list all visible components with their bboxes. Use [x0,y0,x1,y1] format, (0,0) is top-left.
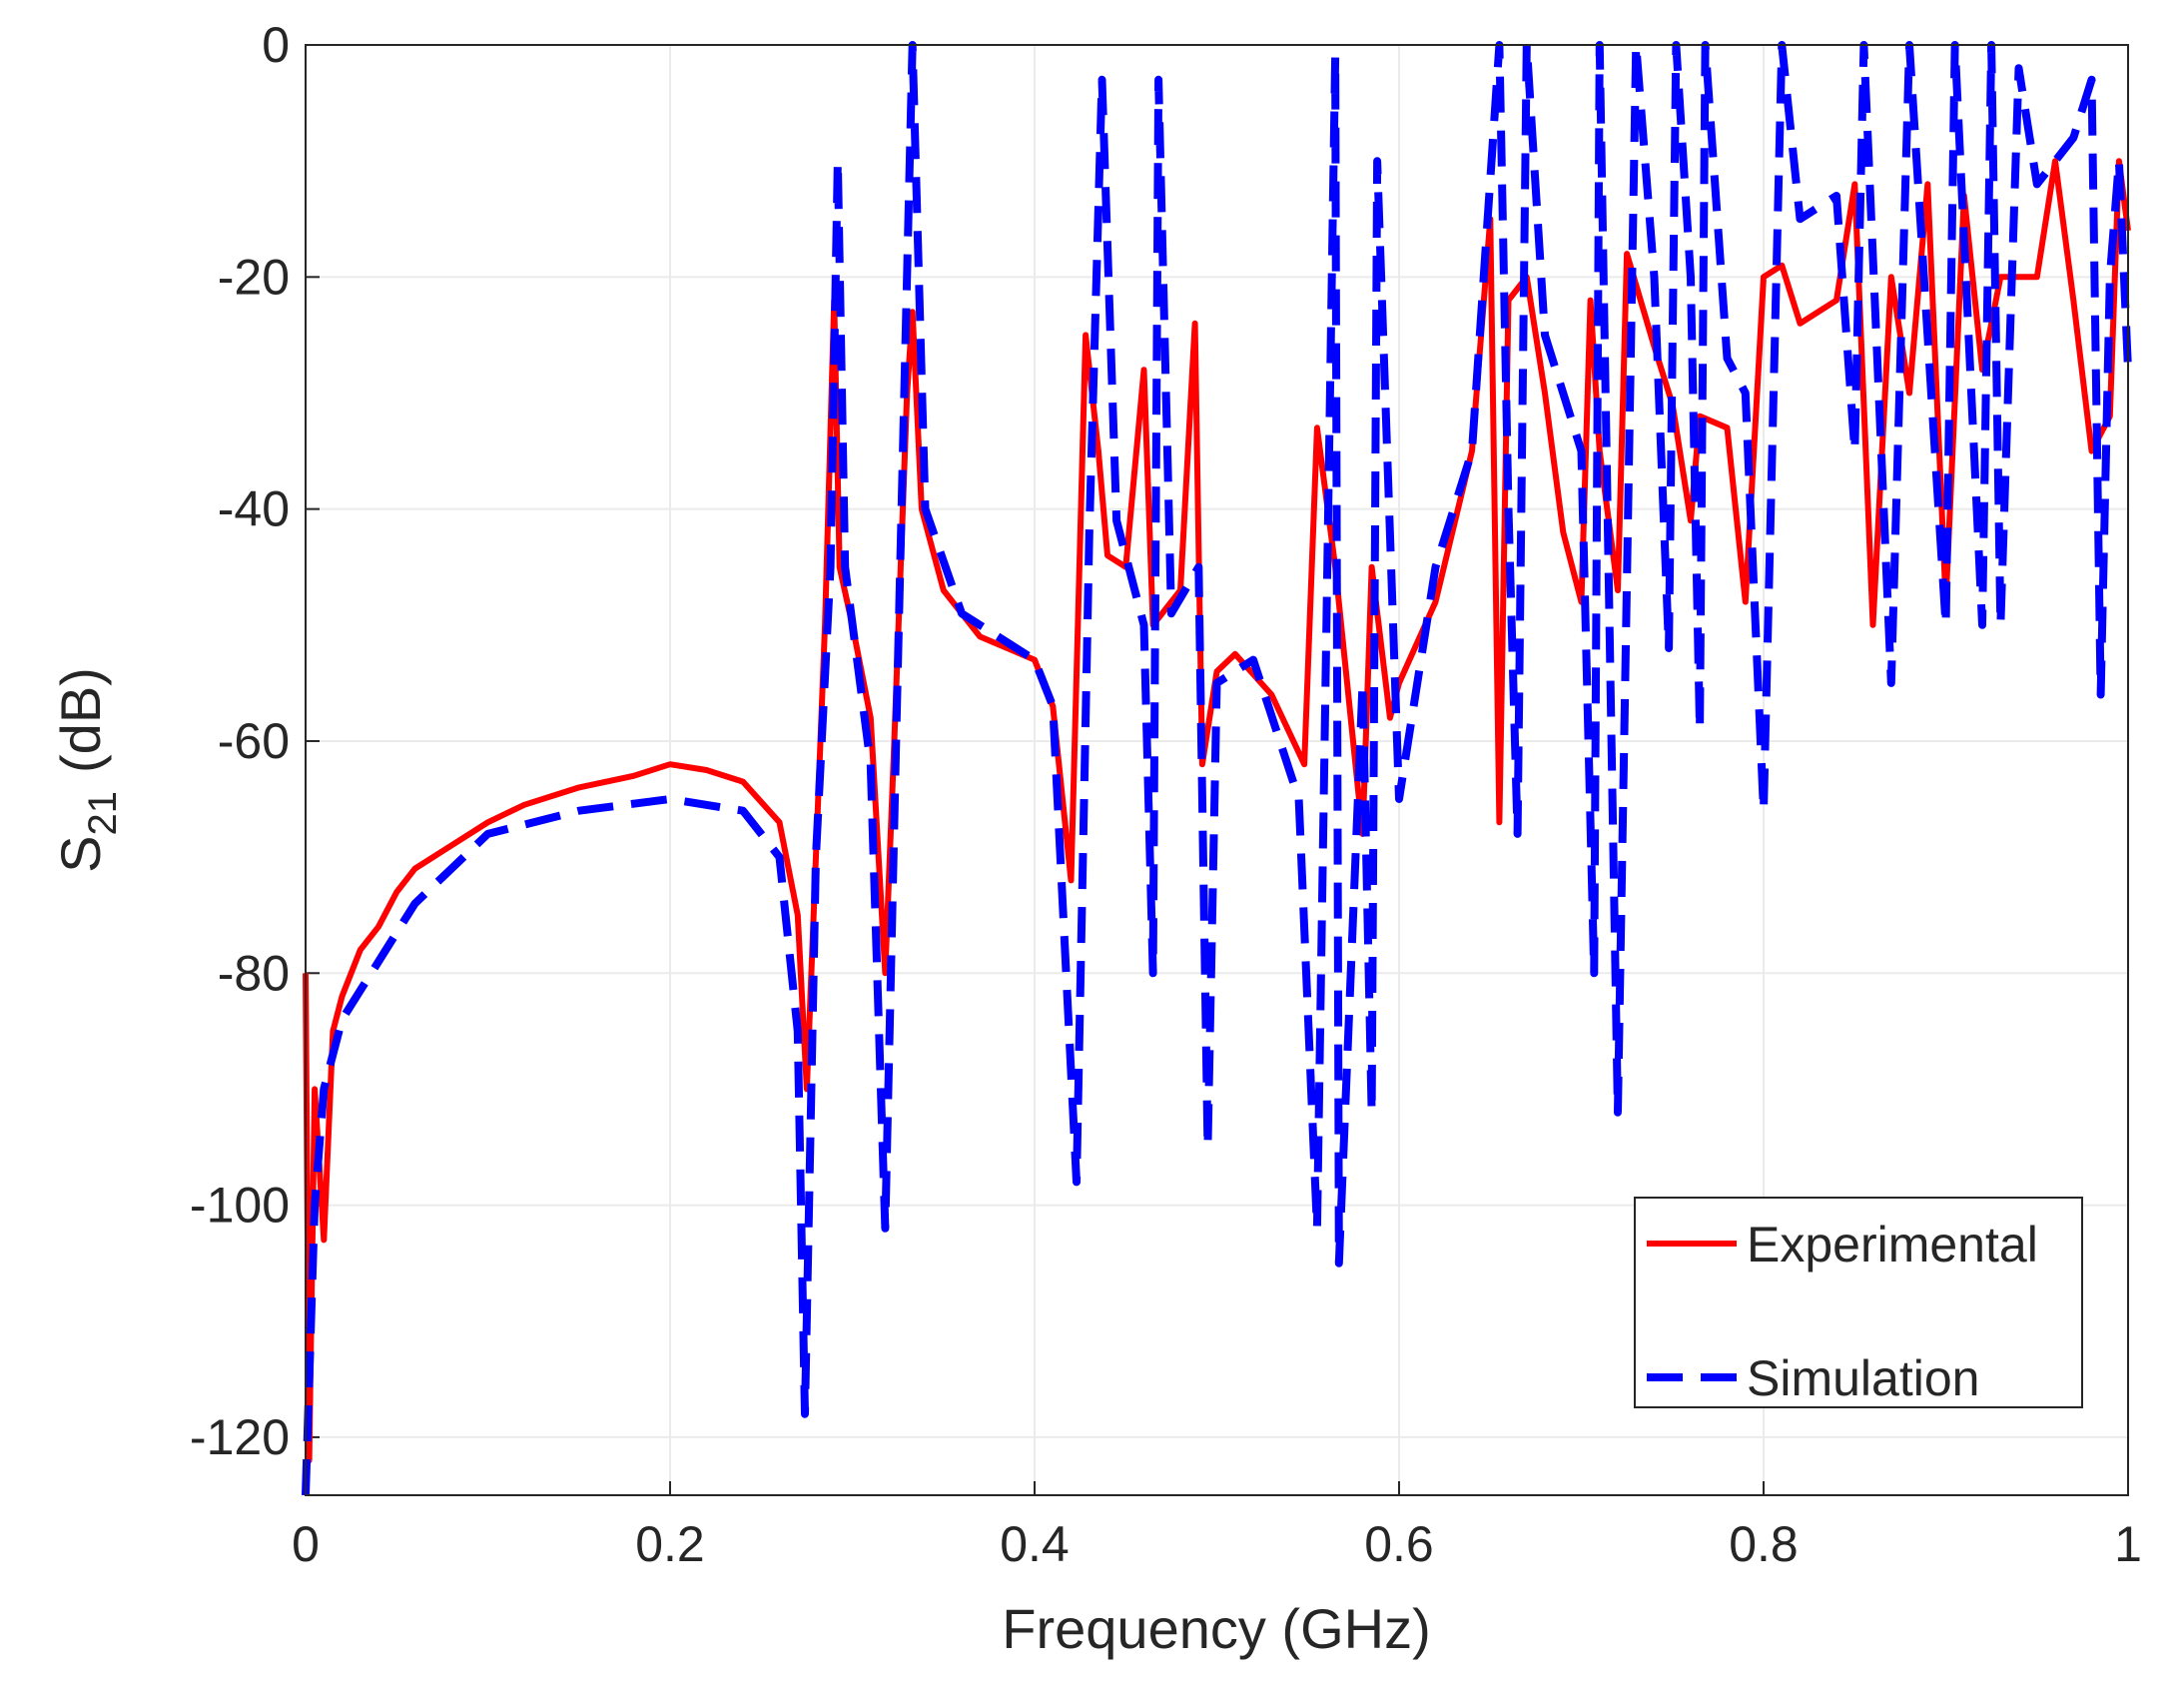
y-tick-label: -100 [190,1178,290,1234]
series-line [302,41,2132,1496]
x-tick-label: 0.2 [635,1516,705,1572]
y-tick-label: -40 [218,481,290,537]
y-tick-label: -80 [218,945,290,1001]
x-tick-label: 0 [292,1516,320,1572]
x-tick-label: 0.6 [1364,1516,1434,1572]
y-axis-label: S21 (dB) [49,667,125,873]
y-tick-label: 0 [262,17,290,73]
y-tick-label: -120 [190,1409,290,1465]
y-label-base: S [49,835,112,872]
x-tick-label: 0.4 [1000,1516,1070,1572]
y-label-unit: (dB) [49,667,112,773]
y-label-subscript: 21 [81,791,125,836]
legend-box [1634,1197,2083,1408]
legend-label: Simulation [1747,1350,1979,1406]
y-tick-label: -60 [218,713,290,769]
x-tick-label: 1 [2114,1516,2142,1572]
y-tick-label: -20 [218,249,290,305]
legend-label: Experimental [1747,1217,2038,1272]
plot-frame [305,44,2129,1496]
x-axis-label: Frequency (GHz) [1002,1597,1430,1660]
x-tick-label: 0.8 [1729,1516,1799,1572]
